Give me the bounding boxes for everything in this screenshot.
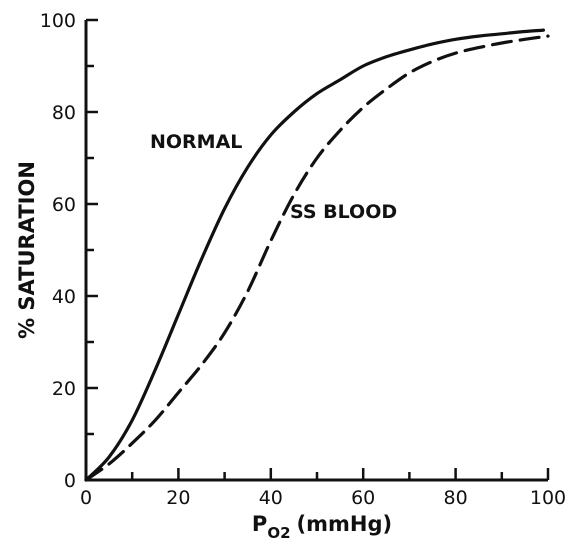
- series-line-normal: [84, 28, 545, 482]
- y-tick-label: 80: [52, 102, 76, 124]
- x-axis-title: PO2 (mmHg): [252, 512, 392, 542]
- x-axis-title-unit: (mmHg): [297, 512, 393, 536]
- x-tick-label: 40: [259, 487, 283, 509]
- x-tick-label: 60: [351, 487, 375, 509]
- series-label-normal: NORMAL: [150, 131, 242, 153]
- x-tick-label: 100: [530, 487, 566, 509]
- y-tick-label: 40: [52, 286, 76, 308]
- x-tick-label: 20: [166, 487, 190, 509]
- y-tick-label: 0: [64, 470, 76, 492]
- y-axis-title: % SATURATION: [15, 161, 39, 339]
- y-tick-label: 60: [52, 194, 76, 216]
- y-tick-label: 20: [52, 378, 76, 400]
- x-tick-label: 0: [80, 487, 92, 509]
- series-label-ss-blood: SS BLOOD: [290, 201, 397, 223]
- series-lines: [84, 28, 550, 482]
- tick-marks: [84, 18, 550, 482]
- y-tick-label: 100: [40, 10, 76, 32]
- x-axis-title-main: P: [252, 512, 267, 536]
- y-tick-labels: 0 20 40 60 80 100: [40, 10, 76, 492]
- x-tick-labels: 0 20 40 60 80 100: [80, 487, 566, 509]
- plot-area: [84, 18, 550, 482]
- series-line-ss-blood: [84, 34, 550, 482]
- x-axis-title-subscript: O2: [267, 524, 290, 542]
- x-tick-label: 80: [444, 487, 468, 509]
